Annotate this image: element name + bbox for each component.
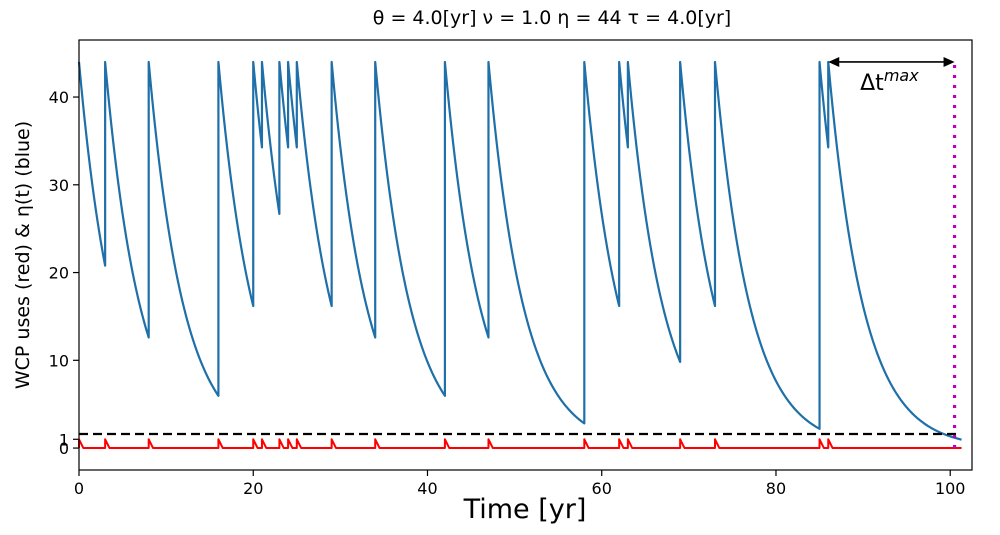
x-tick-label: 60 <box>592 479 612 498</box>
series-uses-line <box>78 438 962 450</box>
x-axis-label: Time [yr] <box>463 494 587 525</box>
delta-t-max-label: Δtmax <box>860 66 919 96</box>
y-tick-label: 40 <box>49 88 69 107</box>
x-tick-label: 80 <box>766 479 786 498</box>
y-tick-label: 0 <box>59 439 69 458</box>
x-tick-label: 40 <box>417 479 437 498</box>
series-layer <box>77 60 962 450</box>
annotation-layer: Δtmax <box>828 56 955 96</box>
y-tick-label: 1 <box>59 430 69 449</box>
y-tick-label: 10 <box>49 351 69 370</box>
x-tick-label: 20 <box>243 479 263 498</box>
plot-frame <box>78 39 973 471</box>
y-tick-label: 30 <box>49 176 69 195</box>
delta-t-arrowhead-left <box>828 56 840 67</box>
x-tick-label: 0 <box>74 479 84 498</box>
delta-t-arrowhead-right <box>943 56 955 67</box>
y-tick-label: 20 <box>49 264 69 283</box>
series-eta-line <box>77 60 962 441</box>
x-tick-label: 100 <box>935 479 966 498</box>
y-axis-label: WCP uses (red) & η(t) (blue) <box>12 121 34 389</box>
chart-title: θ = 4.0[yr] ν = 1.0 η = 44 τ = 4.0[yr] <box>373 7 731 29</box>
